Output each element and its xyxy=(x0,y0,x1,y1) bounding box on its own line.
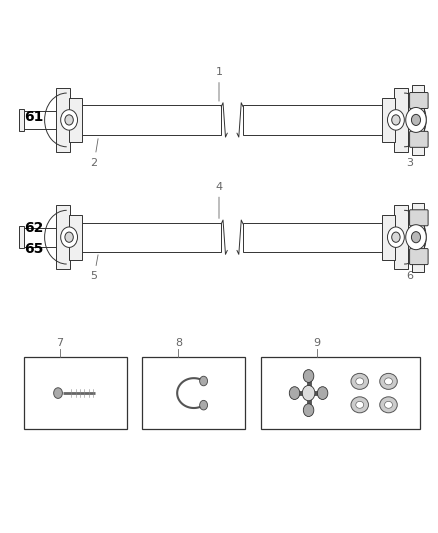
Circle shape xyxy=(53,388,62,399)
Ellipse shape xyxy=(380,397,397,413)
Circle shape xyxy=(302,385,315,401)
Text: 3: 3 xyxy=(406,139,413,167)
Circle shape xyxy=(65,232,73,243)
Circle shape xyxy=(61,227,78,247)
Bar xyxy=(24,110,68,129)
Text: 65: 65 xyxy=(24,242,43,256)
Circle shape xyxy=(388,110,404,130)
FancyBboxPatch shape xyxy=(410,131,428,147)
Bar xyxy=(81,222,221,252)
Circle shape xyxy=(289,387,300,400)
Ellipse shape xyxy=(351,397,368,413)
Text: 4: 4 xyxy=(215,182,223,219)
Bar xyxy=(69,98,82,142)
Bar xyxy=(394,205,409,269)
Bar xyxy=(382,98,395,142)
Ellipse shape xyxy=(356,401,364,408)
Ellipse shape xyxy=(351,373,368,389)
Circle shape xyxy=(304,404,314,417)
Bar xyxy=(243,105,383,134)
Bar xyxy=(19,109,24,131)
Bar xyxy=(394,88,409,152)
Circle shape xyxy=(61,110,78,130)
Bar xyxy=(56,205,70,269)
Circle shape xyxy=(392,115,400,125)
Bar xyxy=(382,215,395,260)
Circle shape xyxy=(392,232,400,243)
Bar xyxy=(243,222,383,252)
Bar xyxy=(56,88,70,152)
FancyBboxPatch shape xyxy=(410,248,428,264)
Circle shape xyxy=(411,232,420,243)
Circle shape xyxy=(65,115,73,125)
Ellipse shape xyxy=(380,373,397,389)
Bar xyxy=(412,203,424,272)
Ellipse shape xyxy=(356,378,364,385)
Text: 62: 62 xyxy=(24,221,43,235)
Circle shape xyxy=(406,225,426,249)
Text: 5: 5 xyxy=(91,255,98,281)
Bar xyxy=(24,357,127,429)
Bar xyxy=(69,215,82,260)
Text: 9: 9 xyxy=(313,337,320,348)
Text: 8: 8 xyxy=(175,337,182,348)
Circle shape xyxy=(200,400,208,410)
Text: 7: 7 xyxy=(57,337,64,348)
Text: 61: 61 xyxy=(24,110,43,124)
Circle shape xyxy=(304,370,314,383)
Bar xyxy=(19,227,24,248)
Bar xyxy=(142,357,245,429)
Ellipse shape xyxy=(385,401,392,408)
Circle shape xyxy=(200,376,208,386)
FancyBboxPatch shape xyxy=(410,93,428,109)
Ellipse shape xyxy=(385,378,392,385)
Bar xyxy=(24,228,68,246)
Bar xyxy=(261,357,420,429)
Text: 6: 6 xyxy=(406,255,413,281)
Circle shape xyxy=(317,387,328,400)
Circle shape xyxy=(388,227,404,247)
Bar xyxy=(81,105,221,134)
Text: 1: 1 xyxy=(215,67,223,101)
Circle shape xyxy=(406,108,426,132)
Bar xyxy=(412,85,424,155)
FancyBboxPatch shape xyxy=(410,210,428,226)
Circle shape xyxy=(411,115,420,125)
Text: 2: 2 xyxy=(91,139,98,167)
